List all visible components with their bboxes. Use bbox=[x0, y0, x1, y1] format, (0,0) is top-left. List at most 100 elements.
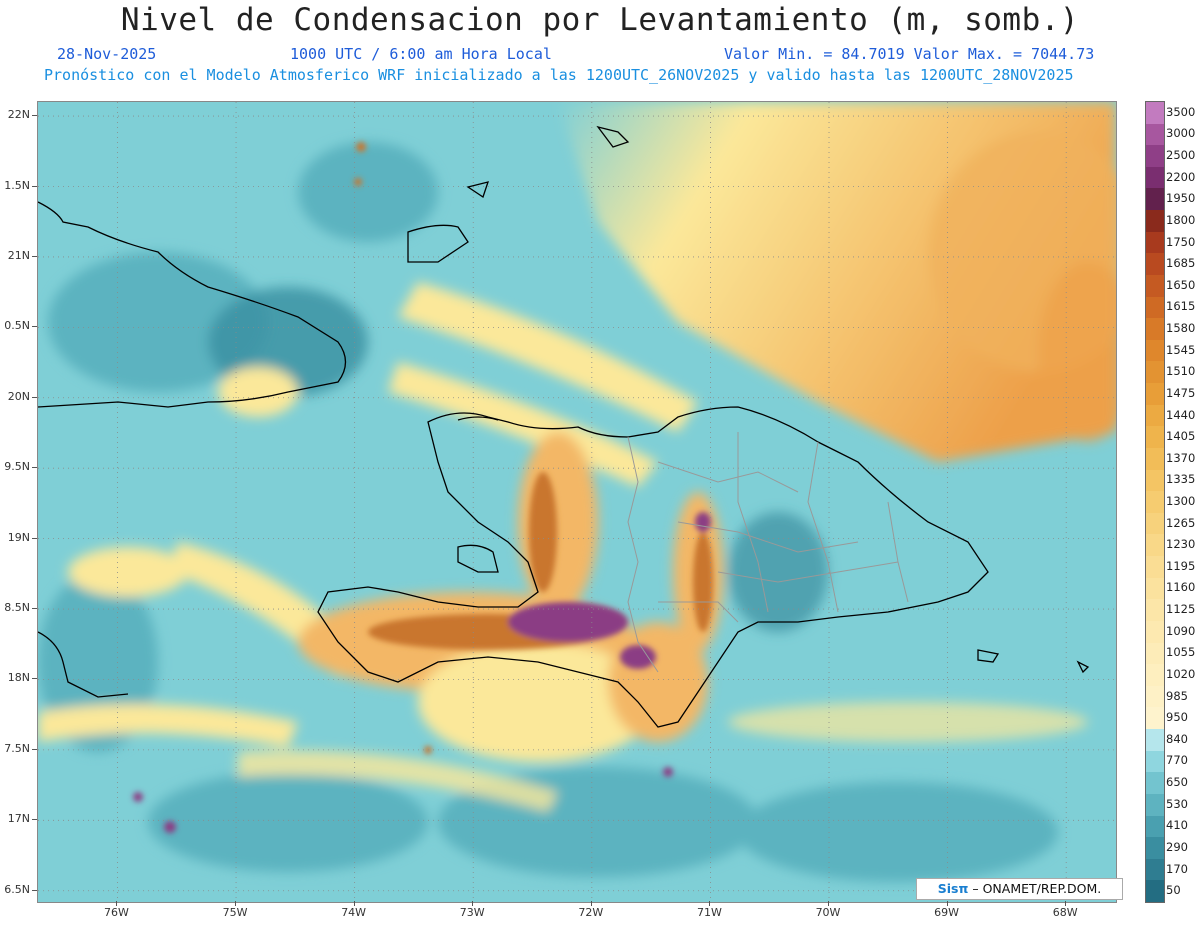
legend-swatch bbox=[1146, 491, 1164, 514]
lon-tick bbox=[235, 901, 237, 906]
legend-swatch bbox=[1146, 447, 1164, 471]
lat-tick bbox=[32, 115, 37, 117]
lon-label: 74W bbox=[341, 906, 367, 919]
lat-tick bbox=[32, 678, 37, 680]
lat-tick bbox=[32, 255, 37, 257]
lat-tick bbox=[32, 608, 37, 610]
lat-label: 18N bbox=[7, 671, 30, 685]
legend-label: 1950 bbox=[1166, 191, 1196, 206]
forecast-date: 28-Nov-2025 bbox=[57, 45, 157, 63]
map-area[interactable] bbox=[37, 101, 1117, 903]
forecast-info: Pronóstico con el Modelo Atmosferico WRF… bbox=[44, 66, 1074, 84]
legend-label: 1685 bbox=[1166, 256, 1196, 271]
saona-island bbox=[977, 649, 1000, 663]
lon-label: 68W bbox=[1052, 906, 1078, 919]
legend-label: 1195 bbox=[1166, 558, 1196, 573]
legend-label: 1125 bbox=[1166, 602, 1196, 617]
lat-label: 22N bbox=[7, 108, 30, 122]
legend-swatch bbox=[1146, 772, 1164, 795]
legend-label: 3000 bbox=[1166, 126, 1196, 141]
lon-tick bbox=[590, 901, 592, 906]
lon-label: 71W bbox=[696, 906, 722, 919]
legend-label: 1545 bbox=[1166, 342, 1196, 357]
lcl-field-map bbox=[38, 102, 1116, 902]
legend-label: 410 bbox=[1166, 818, 1188, 833]
lat-tick bbox=[32, 748, 37, 750]
lat-label: 17N bbox=[7, 812, 30, 826]
legend-label: 170 bbox=[1166, 861, 1188, 876]
lat-label: 20N bbox=[7, 389, 30, 403]
legend-label: 2500 bbox=[1166, 148, 1196, 163]
lat-label: 6.5N bbox=[4, 882, 30, 896]
legend-label: 985 bbox=[1166, 688, 1188, 703]
lat-tick bbox=[32, 537, 37, 539]
legend-swatch bbox=[1146, 296, 1164, 319]
map-title: Nivel de Condensacion por Levantamiento … bbox=[120, 2, 1080, 38]
legend-label: 1615 bbox=[1166, 299, 1196, 314]
legend-swatch bbox=[1146, 361, 1164, 384]
legend-swatch bbox=[1146, 339, 1164, 362]
lon-tick bbox=[946, 901, 948, 906]
legend-label: 50 bbox=[1166, 883, 1181, 898]
lat-label: 21N bbox=[7, 248, 30, 262]
legend-label: 3500 bbox=[1166, 104, 1196, 119]
legend-swatch bbox=[1146, 837, 1164, 860]
legend-label: 840 bbox=[1166, 731, 1188, 746]
legend-label: 1160 bbox=[1166, 580, 1196, 595]
legend-swatch bbox=[1146, 188, 1164, 211]
lon-tick bbox=[828, 901, 829, 906]
legend-label: 1370 bbox=[1166, 450, 1196, 465]
legend-swatch bbox=[1146, 858, 1164, 881]
lat-tick bbox=[32, 819, 37, 821]
lon-tick bbox=[1065, 901, 1067, 906]
lon-tick bbox=[472, 901, 474, 906]
legend-label: 1265 bbox=[1166, 515, 1196, 530]
credit-box: Sisπ – ONAMET/REP.DOM. bbox=[916, 878, 1123, 900]
legend-label: 1230 bbox=[1166, 537, 1196, 552]
legend-swatch bbox=[1146, 210, 1164, 233]
legend-swatch bbox=[1146, 880, 1164, 903]
lon-label: 69W bbox=[934, 906, 960, 919]
lon-tick bbox=[353, 901, 355, 906]
legend-swatch bbox=[1146, 145, 1164, 168]
lat-tick bbox=[32, 467, 37, 469]
legend-label: 1475 bbox=[1166, 385, 1196, 400]
legend-swatch bbox=[1146, 599, 1164, 622]
lon-label: 76W bbox=[104, 906, 129, 919]
cuba-south-coast bbox=[38, 631, 129, 698]
lon-tick bbox=[709, 901, 711, 906]
legend-swatch bbox=[1146, 123, 1164, 146]
turks-caicos bbox=[407, 125, 630, 263]
legend-swatch bbox=[1146, 577, 1164, 600]
lat-tick bbox=[32, 326, 37, 328]
lat-label: 8.5N bbox=[4, 601, 30, 615]
legend-swatch bbox=[1146, 642, 1164, 665]
legend-swatch bbox=[1146, 620, 1164, 644]
legend-swatch bbox=[1146, 750, 1164, 773]
lon-label: 70W bbox=[815, 906, 841, 919]
legend-label: 1580 bbox=[1166, 321, 1196, 336]
sispi-logo: Sisπ bbox=[937, 881, 969, 896]
legend-label: 770 bbox=[1166, 753, 1188, 768]
lat-lon-grid bbox=[38, 102, 1116, 902]
legend-swatch bbox=[1146, 102, 1164, 125]
legend-swatch bbox=[1146, 166, 1164, 189]
lat-tick bbox=[32, 396, 37, 398]
legend-swatch bbox=[1146, 426, 1164, 449]
min-max-values: Valor Min. = 84.7019 Valor Max. = 7044.7… bbox=[724, 45, 1095, 63]
legend-swatch bbox=[1146, 512, 1164, 535]
cuba-coast bbox=[38, 201, 347, 408]
legend-swatch bbox=[1146, 707, 1164, 730]
gonave-island bbox=[457, 544, 499, 573]
lat-label: 7.5N bbox=[4, 741, 30, 755]
legend-label: 1650 bbox=[1166, 277, 1196, 292]
lon-label: 72W bbox=[578, 906, 604, 919]
legend-swatch bbox=[1146, 664, 1164, 687]
legend-swatch bbox=[1146, 534, 1164, 557]
province-borders bbox=[627, 432, 909, 673]
legend-swatch bbox=[1146, 274, 1164, 298]
legend-label: 650 bbox=[1166, 775, 1188, 790]
legend-label: 530 bbox=[1166, 796, 1188, 811]
lat-label: 9.5N bbox=[4, 460, 30, 474]
legend-swatch bbox=[1146, 318, 1164, 341]
